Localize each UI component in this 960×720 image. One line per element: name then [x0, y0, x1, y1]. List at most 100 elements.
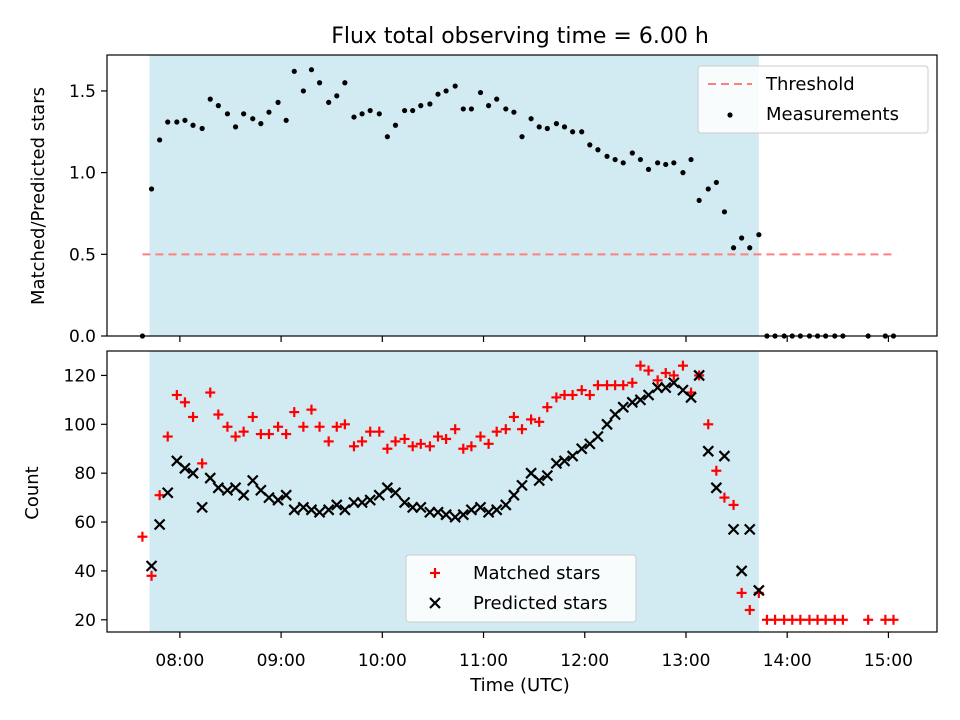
predicted-stars-point [718, 450, 731, 462]
matched-stars-point [407, 441, 418, 452]
matched-stars-point [450, 424, 461, 435]
matched-stars-point [247, 411, 258, 422]
predicted-stars-point [339, 504, 351, 516]
predicted-stars-point [533, 474, 545, 487]
matched-stars-point [179, 397, 190, 408]
measurements-point [342, 80, 348, 86]
ratio-plot-frame [106, 54, 938, 337]
ratio-panel: 0.0 0.5 1.0 1.5 Matched/Predicted stars Thr… [28, 54, 938, 347]
predicted-stars-point [685, 391, 697, 404]
legend-matched-swatch [430, 568, 440, 578]
predicted-stars-point [566, 450, 579, 462]
matched-stars-point [576, 385, 587, 396]
predicted-stars-point [727, 523, 740, 536]
predicted-stars-point [634, 394, 647, 406]
measurements-point [250, 116, 256, 122]
count-legend-box [405, 554, 637, 623]
matched-stars-point [230, 431, 241, 442]
measurements-point [401, 107, 408, 114]
matched-stars-point [357, 436, 368, 447]
measurements-point [688, 156, 694, 163]
measurements-point [392, 122, 399, 128]
predicted-stars-point [558, 455, 571, 467]
measurements-point [308, 67, 315, 73]
measurements-point [756, 232, 762, 238]
measurements-point [604, 153, 610, 159]
measurements-point [435, 91, 441, 97]
measurements-point [334, 93, 340, 99]
predicted-stars-point [508, 489, 520, 501]
matched-stars-point [298, 421, 309, 432]
matched-stars-point [635, 360, 646, 371]
measurements-point [696, 197, 702, 204]
measurements-point [182, 117, 188, 123]
matched-stars-point [466, 441, 477, 452]
matched-stars-point [660, 367, 671, 378]
ratio-y-tick-label: 0.5 [69, 245, 96, 265]
measurements-point [713, 179, 719, 186]
predicted-stars-point [221, 484, 234, 497]
matched-stars-point [728, 499, 739, 510]
measurements-point [326, 99, 332, 105]
legend-matched-label: Matched stars [473, 563, 600, 584]
measurements-point [427, 101, 433, 107]
measurements-point [612, 156, 618, 163]
matched-stars-point [432, 431, 443, 442]
matched-stars-point [171, 389, 182, 400]
predicted-stars-point [500, 499, 512, 511]
measurements-point [384, 134, 390, 140]
predicted-stars-point [297, 501, 310, 514]
chart-title: Flux total observing time = 6.00 h [331, 24, 709, 49]
measurements-point [477, 89, 484, 96]
matched-stars-point [323, 436, 334, 447]
predicted-stars-point [710, 482, 723, 494]
measurements-point [190, 122, 196, 128]
matched-stars-point [643, 365, 654, 376]
matched-stars-point [618, 380, 629, 391]
matched-stars-point [382, 443, 393, 454]
measurements-point [587, 142, 593, 148]
predicted-stars-point [212, 482, 225, 494]
x-tick-label: 13:00 [661, 651, 710, 671]
matched-stars-point [652, 375, 663, 386]
x-tick-label: 10:00 [358, 651, 407, 671]
measurements-point [367, 107, 373, 114]
x-tick-label: 12:00 [560, 651, 609, 671]
measurements-point [359, 111, 365, 117]
measurements-point [553, 121, 560, 127]
matched-stars-point [390, 436, 401, 447]
matched-stars-point [770, 614, 781, 625]
measurements-point [671, 160, 677, 166]
predicted-stars-point [179, 462, 191, 475]
legend-predicted-swatch [429, 597, 441, 609]
matched-stars-point [399, 433, 410, 444]
measurements-point [663, 161, 669, 168]
matched-stars-point [137, 531, 148, 542]
predicted-stars-point [398, 496, 411, 509]
measurements-point [485, 103, 492, 109]
predicted-stars-point [617, 401, 629, 413]
matched-stars-point [534, 416, 545, 427]
matched-stars-point [205, 387, 216, 398]
predicted-stars-point [743, 523, 756, 536]
measurements-point [351, 114, 357, 120]
matched-stars-point [837, 614, 848, 625]
predicted-stars-point [381, 482, 394, 494]
ratio-y-tick-label: 0.0 [69, 327, 96, 347]
x-tick-label: 11:00 [459, 651, 508, 671]
predicted-stars-point [313, 506, 326, 519]
measurements-point [241, 111, 247, 117]
measurements-point [536, 124, 542, 130]
count-y-tick-label: 100 [64, 415, 96, 435]
measurements-point [148, 186, 155, 192]
count-y-tick-label: 120 [64, 366, 96, 386]
measurements-point [199, 125, 205, 132]
predicted-stars-point [601, 418, 613, 431]
matched-stars-point [703, 419, 714, 430]
matched-stars-point [567, 389, 578, 400]
matched-stars-point [273, 421, 284, 432]
measurements-point [258, 121, 264, 127]
x-tick-label: 08:00 [155, 651, 204, 671]
measurements-point [376, 111, 382, 117]
